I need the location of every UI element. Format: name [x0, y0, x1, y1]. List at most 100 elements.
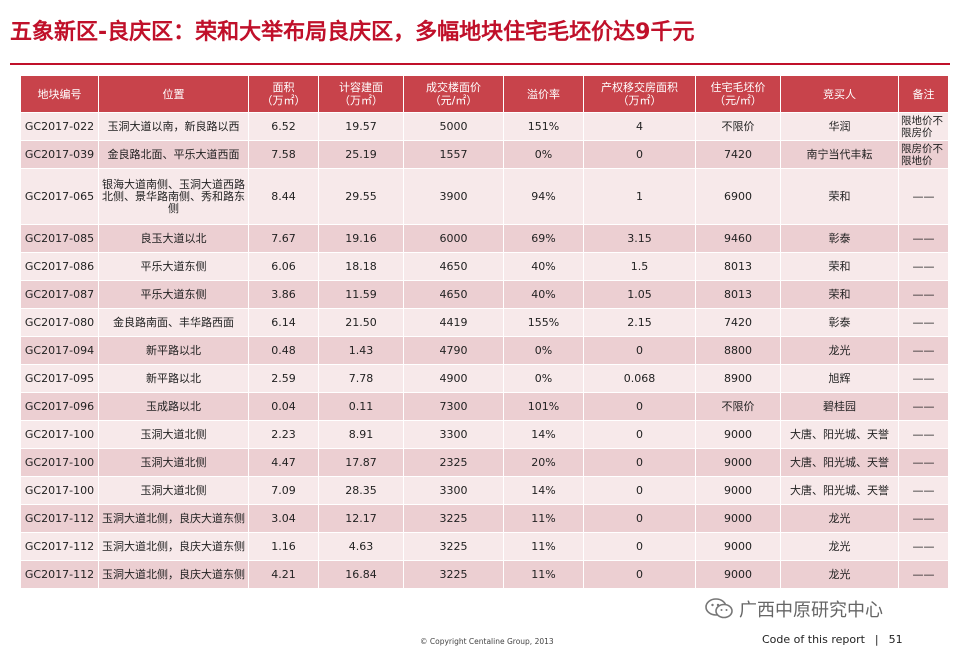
table-cell: 玉洞大道北侧 [98, 476, 249, 505]
table-cell: —— [898, 532, 949, 561]
table-cell: 2.59 [248, 364, 319, 393]
table-cell: —— [898, 504, 949, 533]
table-row: GC2017-085 良玉大道以北 7.67 19.16 6000 69% 3.15 9460… [20, 224, 949, 253]
page-title: 五象新区-良庆区：荣和大举布局良庆区，多幅地块住宅毛坯价达9千元 [10, 20, 695, 45]
table-cell: GC2017-087 [20, 280, 99, 309]
column-header: 住宅毛坯价 （元/㎡） [695, 75, 781, 113]
table-cell: 碧桂园 [780, 392, 899, 421]
table-cell: 2.15 [583, 308, 696, 337]
footer-separator: | [874, 633, 879, 646]
table-cell: 玉洞大道北侧，良庆大道东侧 [98, 560, 249, 589]
table-cell: 3.15 [583, 224, 696, 253]
table-cell: 龙光 [780, 504, 899, 533]
table-row: GC2017-065 银海大道南侧、玉洞大道西路北侧、景华路南侧、秀和路东侧 8.4… [20, 168, 949, 225]
column-header: 产权移交房面积 （万㎡） [583, 75, 696, 113]
table-cell: GC2017-094 [20, 336, 99, 365]
table-cell: 平乐大道东侧 [98, 280, 249, 309]
table-cell: 151% [503, 112, 584, 141]
table-cell: 14% [503, 476, 584, 505]
table-cell: GC2017-100 [20, 420, 99, 449]
table-cell: 9000 [695, 532, 781, 561]
table-cell: 40% [503, 280, 584, 309]
table-cell: 不限价 [695, 392, 781, 421]
table-cell: GC2017-112 [20, 532, 99, 561]
table-row: GC2017-094 新平路以北 0.48 1.43 4790 0% 0 8800 龙光 —— [20, 336, 949, 365]
table-cell: 4.47 [248, 448, 319, 477]
table-cell: 良玉大道以北 [98, 224, 249, 253]
table-header-row: 地块编号 位置 面积 （万㎡） 计容建面 （万㎡） 成交楼面价 （元/㎡） 溢价率 产权移交房面积… [20, 75, 949, 113]
table-cell: 94% [503, 168, 584, 225]
table-cell: 3300 [403, 476, 504, 505]
table-cell: 4900 [403, 364, 504, 393]
table-cell: 21.50 [318, 308, 404, 337]
table-cell: 0% [503, 140, 584, 169]
table-cell: GC2017-039 [20, 140, 99, 169]
table-cell: 69% [503, 224, 584, 253]
table-cell: —— [898, 560, 949, 589]
table-cell: 1.5 [583, 252, 696, 281]
table-cell: 玉洞大道北侧 [98, 420, 249, 449]
table-cell: 0 [583, 336, 696, 365]
table-cell: 玉洞大道北侧，良庆大道东侧 [98, 504, 249, 533]
table-cell: 金良路北面、平乐大道西面 [98, 140, 249, 169]
table-cell: 7.58 [248, 140, 319, 169]
table-cell: 0 [583, 140, 696, 169]
table-cell: 155% [503, 308, 584, 337]
table-cell: GC2017-095 [20, 364, 99, 393]
table-cell: 6.52 [248, 112, 319, 141]
table-cell: 8.44 [248, 168, 319, 225]
table-row: GC2017-080 金良路南面、丰华路西面 6.14 21.50 4419 155% 2.… [20, 308, 949, 337]
table-row: GC2017-096 玉成路以北 0.04 0.11 7300 101% 0 不限价 碧桂园 —— [20, 392, 949, 421]
table-cell: —— [898, 448, 949, 477]
table-cell: 金良路南面、丰华路西面 [98, 308, 249, 337]
table-cell: 龙光 [780, 336, 899, 365]
table-cell: 4 [583, 112, 696, 141]
table-cell: 荣和 [780, 252, 899, 281]
table-cell: GC2017-065 [20, 168, 99, 225]
table-cell: 0% [503, 364, 584, 393]
column-header: 地块编号 [20, 75, 99, 113]
table-cell: 9000 [695, 504, 781, 533]
table-cell: 11% [503, 532, 584, 561]
table-cell: 4650 [403, 280, 504, 309]
watermark: 广西中原研究中心 [705, 596, 883, 622]
table-cell: 荣和 [780, 168, 899, 225]
table-cell: 2325 [403, 448, 504, 477]
table-cell: 8.91 [318, 420, 404, 449]
table-cell: 彰泰 [780, 224, 899, 253]
column-header: 溢价率 [503, 75, 584, 113]
table-row: GC2017-087 平乐大道东侧 3.86 11.59 4650 40% 1.05 8013… [20, 280, 949, 309]
table-cell: 3300 [403, 420, 504, 449]
table-row: GC2017-100 玉洞大道北侧 2.23 8.91 3300 14% 0 9000 大唐、阳… [20, 420, 949, 449]
table-cell: 龙光 [780, 560, 899, 589]
column-header: 计容建面 （万㎡） [318, 75, 404, 113]
footer-code-label: Code of this report [762, 633, 865, 646]
table-cell: GC2017-100 [20, 448, 99, 477]
table-cell: 不限价 [695, 112, 781, 141]
table-cell: 限房价不限地价 [898, 140, 949, 169]
table-cell: 1.05 [583, 280, 696, 309]
table-cell: GC2017-112 [20, 560, 99, 589]
table-cell: 16.84 [318, 560, 404, 589]
table-cell: 0 [583, 532, 696, 561]
table-cell: 1557 [403, 140, 504, 169]
table-cell: 0.48 [248, 336, 319, 365]
table-cell: 9000 [695, 560, 781, 589]
table-row: GC2017-112 玉洞大道北侧，良庆大道东侧 1.16 4.63 3225 11% 0 9… [20, 532, 949, 561]
table-cell: GC2017-096 [20, 392, 99, 421]
table-row: GC2017-095 新平路以北 2.59 7.78 4900 0% 0.068 8900 旭辉… [20, 364, 949, 393]
table-cell: 大唐、阳光城、天誉 [780, 476, 899, 505]
table-cell: 3225 [403, 560, 504, 589]
table-cell: 0 [583, 504, 696, 533]
table-cell: —— [898, 224, 949, 253]
table-cell: 19.16 [318, 224, 404, 253]
table-cell: 南宁当代丰耘 [780, 140, 899, 169]
table-cell: 8800 [695, 336, 781, 365]
table-cell: 40% [503, 252, 584, 281]
table-cell: 29.55 [318, 168, 404, 225]
title-divider [10, 63, 950, 65]
table-cell: 1.16 [248, 532, 319, 561]
table-cell: GC2017-080 [20, 308, 99, 337]
table-cell: —— [898, 364, 949, 393]
table-cell: 0% [503, 336, 584, 365]
